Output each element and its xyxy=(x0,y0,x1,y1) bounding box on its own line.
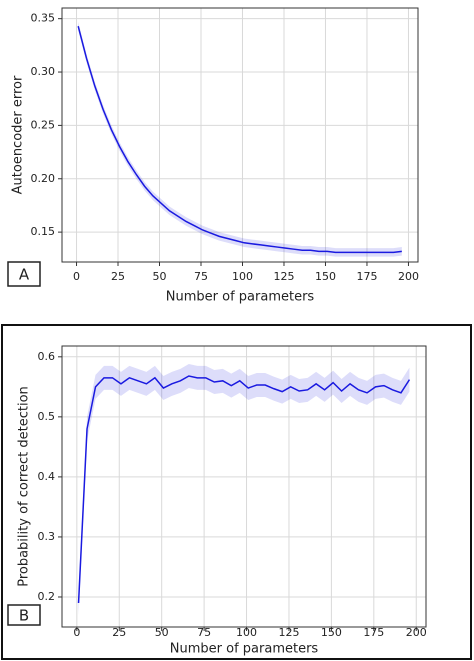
line xyxy=(77,375,411,604)
line xyxy=(77,25,402,254)
x-tick-label: 25 xyxy=(111,270,125,283)
x-tick-label: 25 xyxy=(112,626,126,639)
y-tick-label: 0.30 xyxy=(31,65,56,78)
y-tick-label: 0.15 xyxy=(31,225,56,238)
x-tick-label: 50 xyxy=(155,626,169,639)
x-tick-label: 100 xyxy=(236,626,257,639)
panel-label: A xyxy=(19,266,30,284)
panel-label-box xyxy=(7,261,41,287)
y-tick-label: 0.20 xyxy=(31,172,56,185)
y-tick-label: 0.2 xyxy=(38,590,56,603)
x-tick-label: 125 xyxy=(278,626,299,639)
x-tick-label: 50 xyxy=(153,270,167,283)
x-tick-label: 150 xyxy=(315,270,336,283)
x-tick-label: 200 xyxy=(398,270,419,283)
plot-frame xyxy=(61,7,419,263)
x-tick-label: 175 xyxy=(356,270,377,283)
x-axis-label: Number of parameters xyxy=(170,642,319,657)
x-tick-label: 75 xyxy=(197,626,211,639)
x-tick-label: 0 xyxy=(73,270,80,283)
y-axis-label: Probability of correct detection xyxy=(17,386,32,587)
y-tick-label: 0.5 xyxy=(38,410,56,423)
y-tick-label: 0.6 xyxy=(38,350,56,363)
x-tick-label: 75 xyxy=(194,270,208,283)
x-tick-label: 0 xyxy=(73,626,80,639)
x-tick-label: 125 xyxy=(273,270,294,283)
y-tick-label: 0.25 xyxy=(31,118,56,131)
y-tick-label: 0.3 xyxy=(38,530,56,543)
y-tick-label: 0.35 xyxy=(31,12,56,25)
y-axis-label: Autoencoder error xyxy=(11,75,26,194)
x-tick-label: 100 xyxy=(232,270,253,283)
error-band xyxy=(78,364,410,615)
y-tick-label: 0.4 xyxy=(38,470,56,483)
plot-frame xyxy=(61,345,427,628)
x-tick-label: 150 xyxy=(321,626,342,639)
error-band xyxy=(78,21,402,257)
x-axis-label: Number of parameters xyxy=(166,290,315,305)
panel-label: B xyxy=(19,607,29,625)
x-tick-label: 175 xyxy=(363,626,384,639)
panel-frame xyxy=(1,324,472,660)
x-tick-label: 200 xyxy=(406,626,427,639)
panel-label-box xyxy=(7,604,41,626)
